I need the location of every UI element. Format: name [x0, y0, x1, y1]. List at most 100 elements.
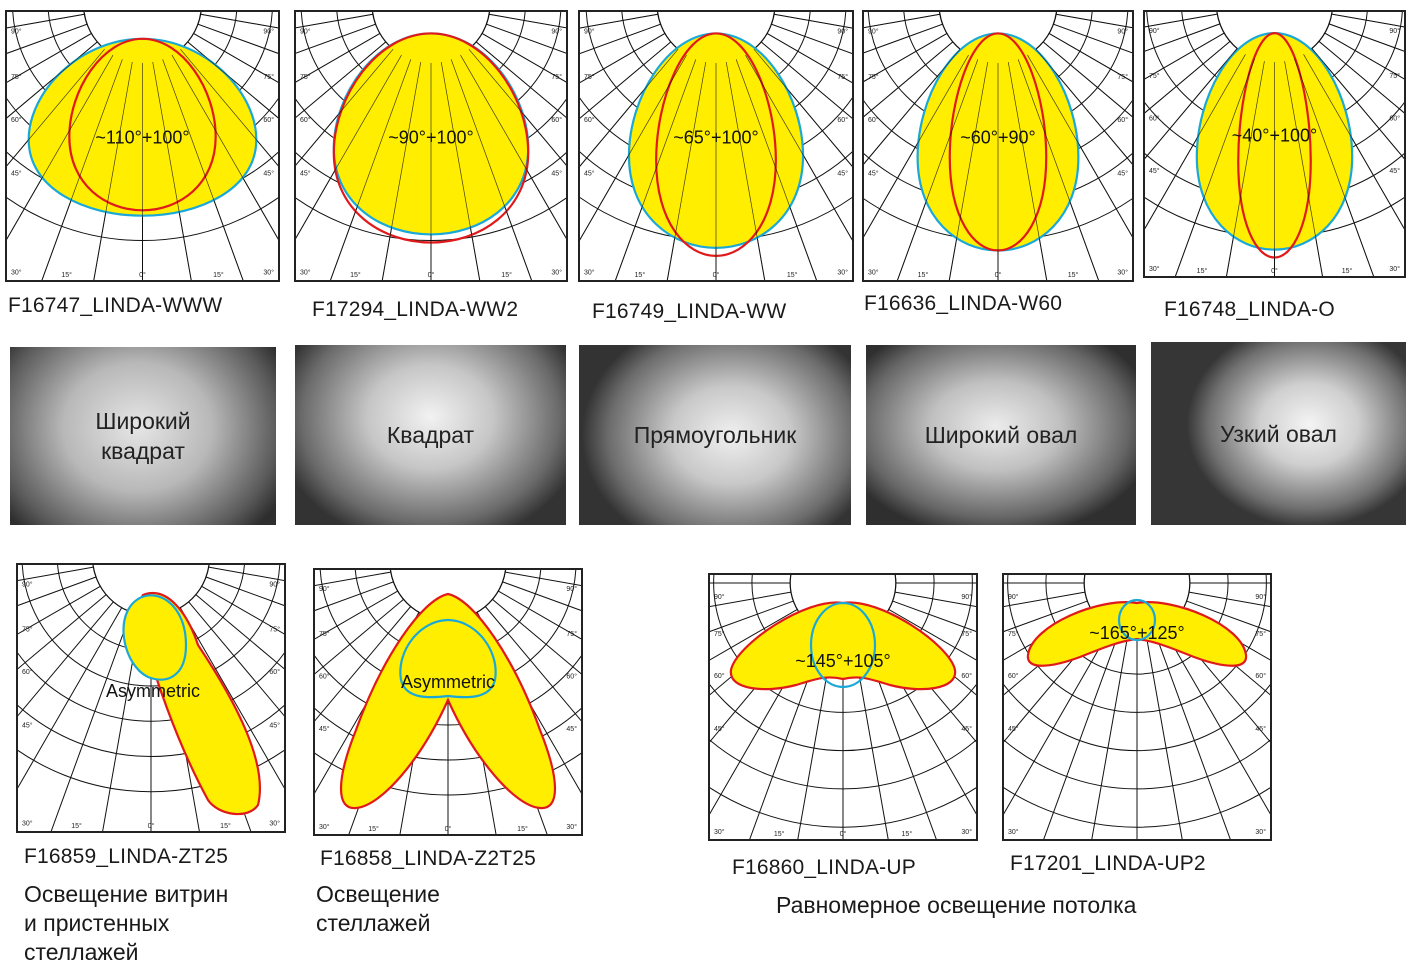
grid-ring — [18, 749, 284, 793]
polar-plot: 90° 90° 75° 75° 60° 60° 45° 45° 30° 30° 15° 0° 15° As… — [315, 570, 581, 834]
radial-line — [450, 59, 532, 280]
beam-angle-label: Asymmetric — [401, 672, 495, 692]
polar-plot: 90°90°75°75°60°60°45°45°30°30°15°0°15°~6… — [580, 12, 852, 280]
angle-tick: 60° — [1149, 114, 1160, 122]
angle-tick: 15° — [918, 271, 929, 279]
polar-diagram-zt25: 90° 90° 75° 75° 60° 60° 45° 45° 30° 30° 15° 0° 15° As… — [16, 563, 286, 833]
grid-ring — [710, 684, 976, 752]
angle-tick: 90° — [961, 593, 972, 601]
light-distribution-curve-a — [729, 601, 957, 691]
angle-tick: 75° — [1149, 72, 1160, 80]
polar-plot: 90°90°75°75°60°60°45°45°30°30°15°0°15°~6… — [864, 12, 1132, 280]
radial-line — [18, 566, 94, 581]
angle-tick: 90° — [1255, 593, 1266, 601]
angle-tick: 75° — [868, 73, 879, 81]
radial-line — [296, 41, 387, 118]
angle-tick: 60° — [1008, 672, 1019, 680]
light-distribution-curve-b — [1117, 598, 1157, 642]
angle-tick: 75° — [714, 630, 725, 638]
radial-line — [440, 62, 481, 280]
radial-line — [1035, 48, 1132, 165]
radial-line — [7, 54, 114, 240]
radial-line — [888, 608, 976, 661]
light-distribution-curve-a — [340, 592, 556, 810]
beam-angle-label: ~40°+100° — [1232, 125, 1317, 145]
angle-tick: 15° — [1068, 271, 1079, 279]
radial-line — [505, 571, 581, 586]
beam-angle-label: ~165°+125° — [1089, 623, 1184, 643]
angle-tick: 45° — [1008, 725, 1019, 733]
angle-tick: 60° — [269, 668, 280, 676]
radial-line — [1007, 62, 1048, 280]
radial-line — [481, 33, 566, 83]
angle-tick: 45° — [714, 725, 725, 733]
angle-tick: 30° — [837, 269, 848, 277]
radial-line — [171, 54, 278, 240]
polar-diagram-ww2: 90° 90° 75° 75° 60° 60° 45° 45° 30° 30° 15° 0° 15° ~9… — [294, 10, 568, 282]
radial-line — [710, 591, 792, 607]
angle-tick: 30° — [868, 269, 879, 277]
radial-line — [580, 41, 672, 119]
angle-tick: 0° — [148, 822, 155, 830]
beam-photo-wide-square: Широкий квадрат — [10, 347, 276, 525]
angle-tick: 15° — [787, 271, 798, 279]
beam-label: Квадрат — [386, 422, 475, 448]
angle-tick: 90° — [551, 27, 562, 35]
angle-tick: 45° — [319, 725, 330, 733]
angle-tick: 30° — [551, 269, 562, 277]
product-code: F16748_LINDA-O — [1164, 298, 1335, 321]
product-code: F17201_LINDA-UP2 — [1010, 852, 1206, 875]
radial-line — [1145, 48, 1238, 159]
angle-tick: 60° — [263, 116, 274, 124]
radial-line — [710, 600, 794, 632]
radial-line — [774, 13, 852, 29]
radial-line — [315, 571, 391, 586]
angle-tick: 90° — [263, 27, 274, 35]
beam-label: Широкий квадрат — [95, 408, 191, 464]
angle-tick: 30° — [269, 820, 280, 828]
radial-line — [864, 54, 969, 237]
light-distribution-curve-b — [122, 594, 188, 681]
radial-line — [864, 23, 943, 54]
beam-angle-label: ~65°+100° — [673, 127, 758, 147]
angle-tick: 15° — [350, 271, 361, 279]
radial-line — [315, 606, 412, 722]
angle-tick: 30° — [319, 823, 330, 831]
radial-line — [201, 585, 284, 635]
angle-tick: 90° — [1389, 27, 1400, 35]
radial-line — [296, 23, 376, 54]
radial-line — [666, 62, 707, 280]
radial-line — [1145, 634, 1183, 839]
angle-tick: 60° — [551, 116, 562, 124]
radial-line — [1145, 41, 1231, 114]
grid-ring — [315, 655, 581, 726]
radial-line — [315, 590, 398, 640]
angle-tick: 45° — [1117, 169, 1128, 177]
radial-line — [7, 13, 85, 29]
radial-line — [948, 62, 989, 280]
radial-line — [745, 54, 852, 241]
radial-line — [502, 581, 581, 611]
angle-tick: 30° — [584, 269, 595, 277]
radial-line — [580, 13, 658, 29]
beam-angle-label: ~110°+100° — [95, 127, 189, 147]
angle-tick: 15° — [213, 271, 224, 279]
radial-line — [864, 33, 948, 82]
radial-line — [760, 41, 852, 119]
radial-line — [93, 62, 133, 280]
radial-line — [1145, 23, 1221, 52]
angle-tick: 75° — [269, 626, 280, 634]
radial-line — [1091, 634, 1129, 839]
radial-line — [1284, 61, 1323, 276]
angle-tick: 15° — [1197, 267, 1208, 275]
radial-line — [7, 23, 88, 54]
beam-angle-label: ~90°+100° — [388, 127, 473, 147]
radial-line — [580, 48, 679, 167]
radial-line — [296, 48, 394, 166]
radial-line — [162, 59, 244, 280]
radial-line — [753, 48, 852, 167]
angle-tick: 45° — [1389, 167, 1400, 175]
angle-tick: 75° — [22, 626, 33, 634]
radial-line — [580, 33, 666, 83]
radial-line — [180, 48, 278, 167]
